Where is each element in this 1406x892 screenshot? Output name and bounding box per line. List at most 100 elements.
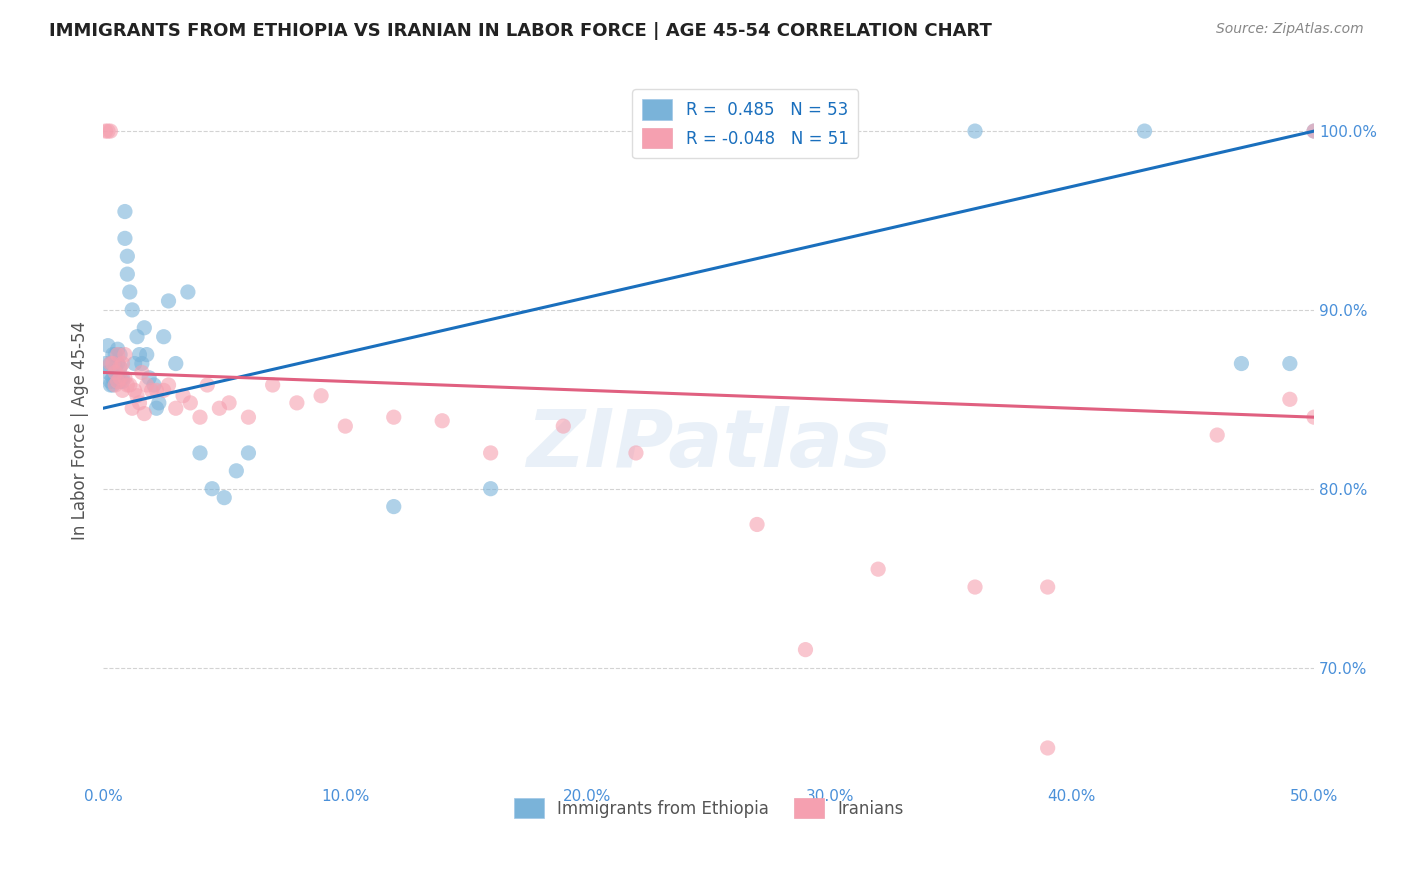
Point [1036,741,1059,756]
Point [1133,124,1156,138]
Point [125,389,148,403]
Point [145,401,167,416]
Point [108,360,131,375]
Point [131,366,153,380]
Point [104,375,127,389]
Point [101,371,124,385]
Text: IMMIGRANTS FROM ETHIOPIA VS IRANIAN IN LABOR FORCE | AGE 45-54 CORRELATION CHART: IMMIGRANTS FROM ETHIOPIA VS IRANIAN IN L… [49,22,993,40]
Text: ZIPatlas: ZIPatlas [526,406,891,483]
Point [104,371,127,385]
Point [138,371,160,385]
Point [111,375,134,389]
Point [179,396,201,410]
Point [141,384,163,398]
Point [100,357,122,371]
Point [135,348,157,362]
Point [963,124,986,138]
Point [208,401,231,416]
Point [479,446,502,460]
Point [152,329,174,343]
Point [1278,392,1301,407]
Point [101,348,124,362]
Point [125,329,148,343]
Point [100,378,122,392]
Point [1036,580,1059,594]
Point [107,375,129,389]
Point [157,293,180,308]
Point [1230,357,1253,371]
Point [432,414,454,428]
Point [165,357,187,371]
Point [188,410,211,425]
Point [94,357,117,371]
Point [1303,410,1326,425]
Point [624,446,647,460]
Point [101,378,124,392]
Point [285,396,308,410]
Point [100,375,122,389]
Point [225,464,247,478]
Point [868,562,890,576]
Point [104,360,127,375]
Point [479,482,502,496]
Point [111,384,134,398]
Point [117,249,139,263]
Point [128,348,150,362]
Point [135,378,157,392]
Point [172,389,194,403]
Point [131,357,153,371]
Point [111,357,134,371]
Point [104,366,127,380]
Point [794,642,817,657]
Point [134,407,156,421]
Point [97,339,120,353]
Point [212,491,235,505]
Point [114,348,136,362]
Point [177,285,200,299]
Point [1303,124,1326,138]
Point [117,378,139,392]
Point [201,482,224,496]
Point [121,302,143,317]
Point [117,267,139,281]
Point [97,124,120,138]
Point [145,384,167,398]
Point [262,378,284,392]
Point [128,396,150,410]
Point [335,419,357,434]
Point [97,366,120,380]
Point [157,378,180,392]
Point [100,357,122,371]
Point [382,500,405,514]
Point [382,410,405,425]
Point [111,371,134,385]
Point [107,371,129,385]
Point [1303,124,1326,138]
Point [309,389,332,403]
Point [108,371,131,385]
Point [100,124,122,138]
Point [553,419,575,434]
Point [108,360,131,375]
Y-axis label: In Labor Force | Age 45-54: In Labor Force | Age 45-54 [72,321,89,540]
Point [1278,357,1301,371]
Point [108,375,131,389]
Point [134,320,156,334]
Point [218,396,240,410]
Point [118,285,141,299]
Point [124,357,146,371]
Point [108,348,131,362]
Point [152,384,174,398]
Point [745,517,768,532]
Point [165,401,187,416]
Point [121,401,143,416]
Point [238,410,260,425]
Point [143,378,166,392]
Point [963,580,986,594]
Point [118,378,141,392]
Point [1206,428,1229,442]
Point [107,357,129,371]
Point [107,343,129,357]
Point [238,446,260,460]
Point [114,231,136,245]
